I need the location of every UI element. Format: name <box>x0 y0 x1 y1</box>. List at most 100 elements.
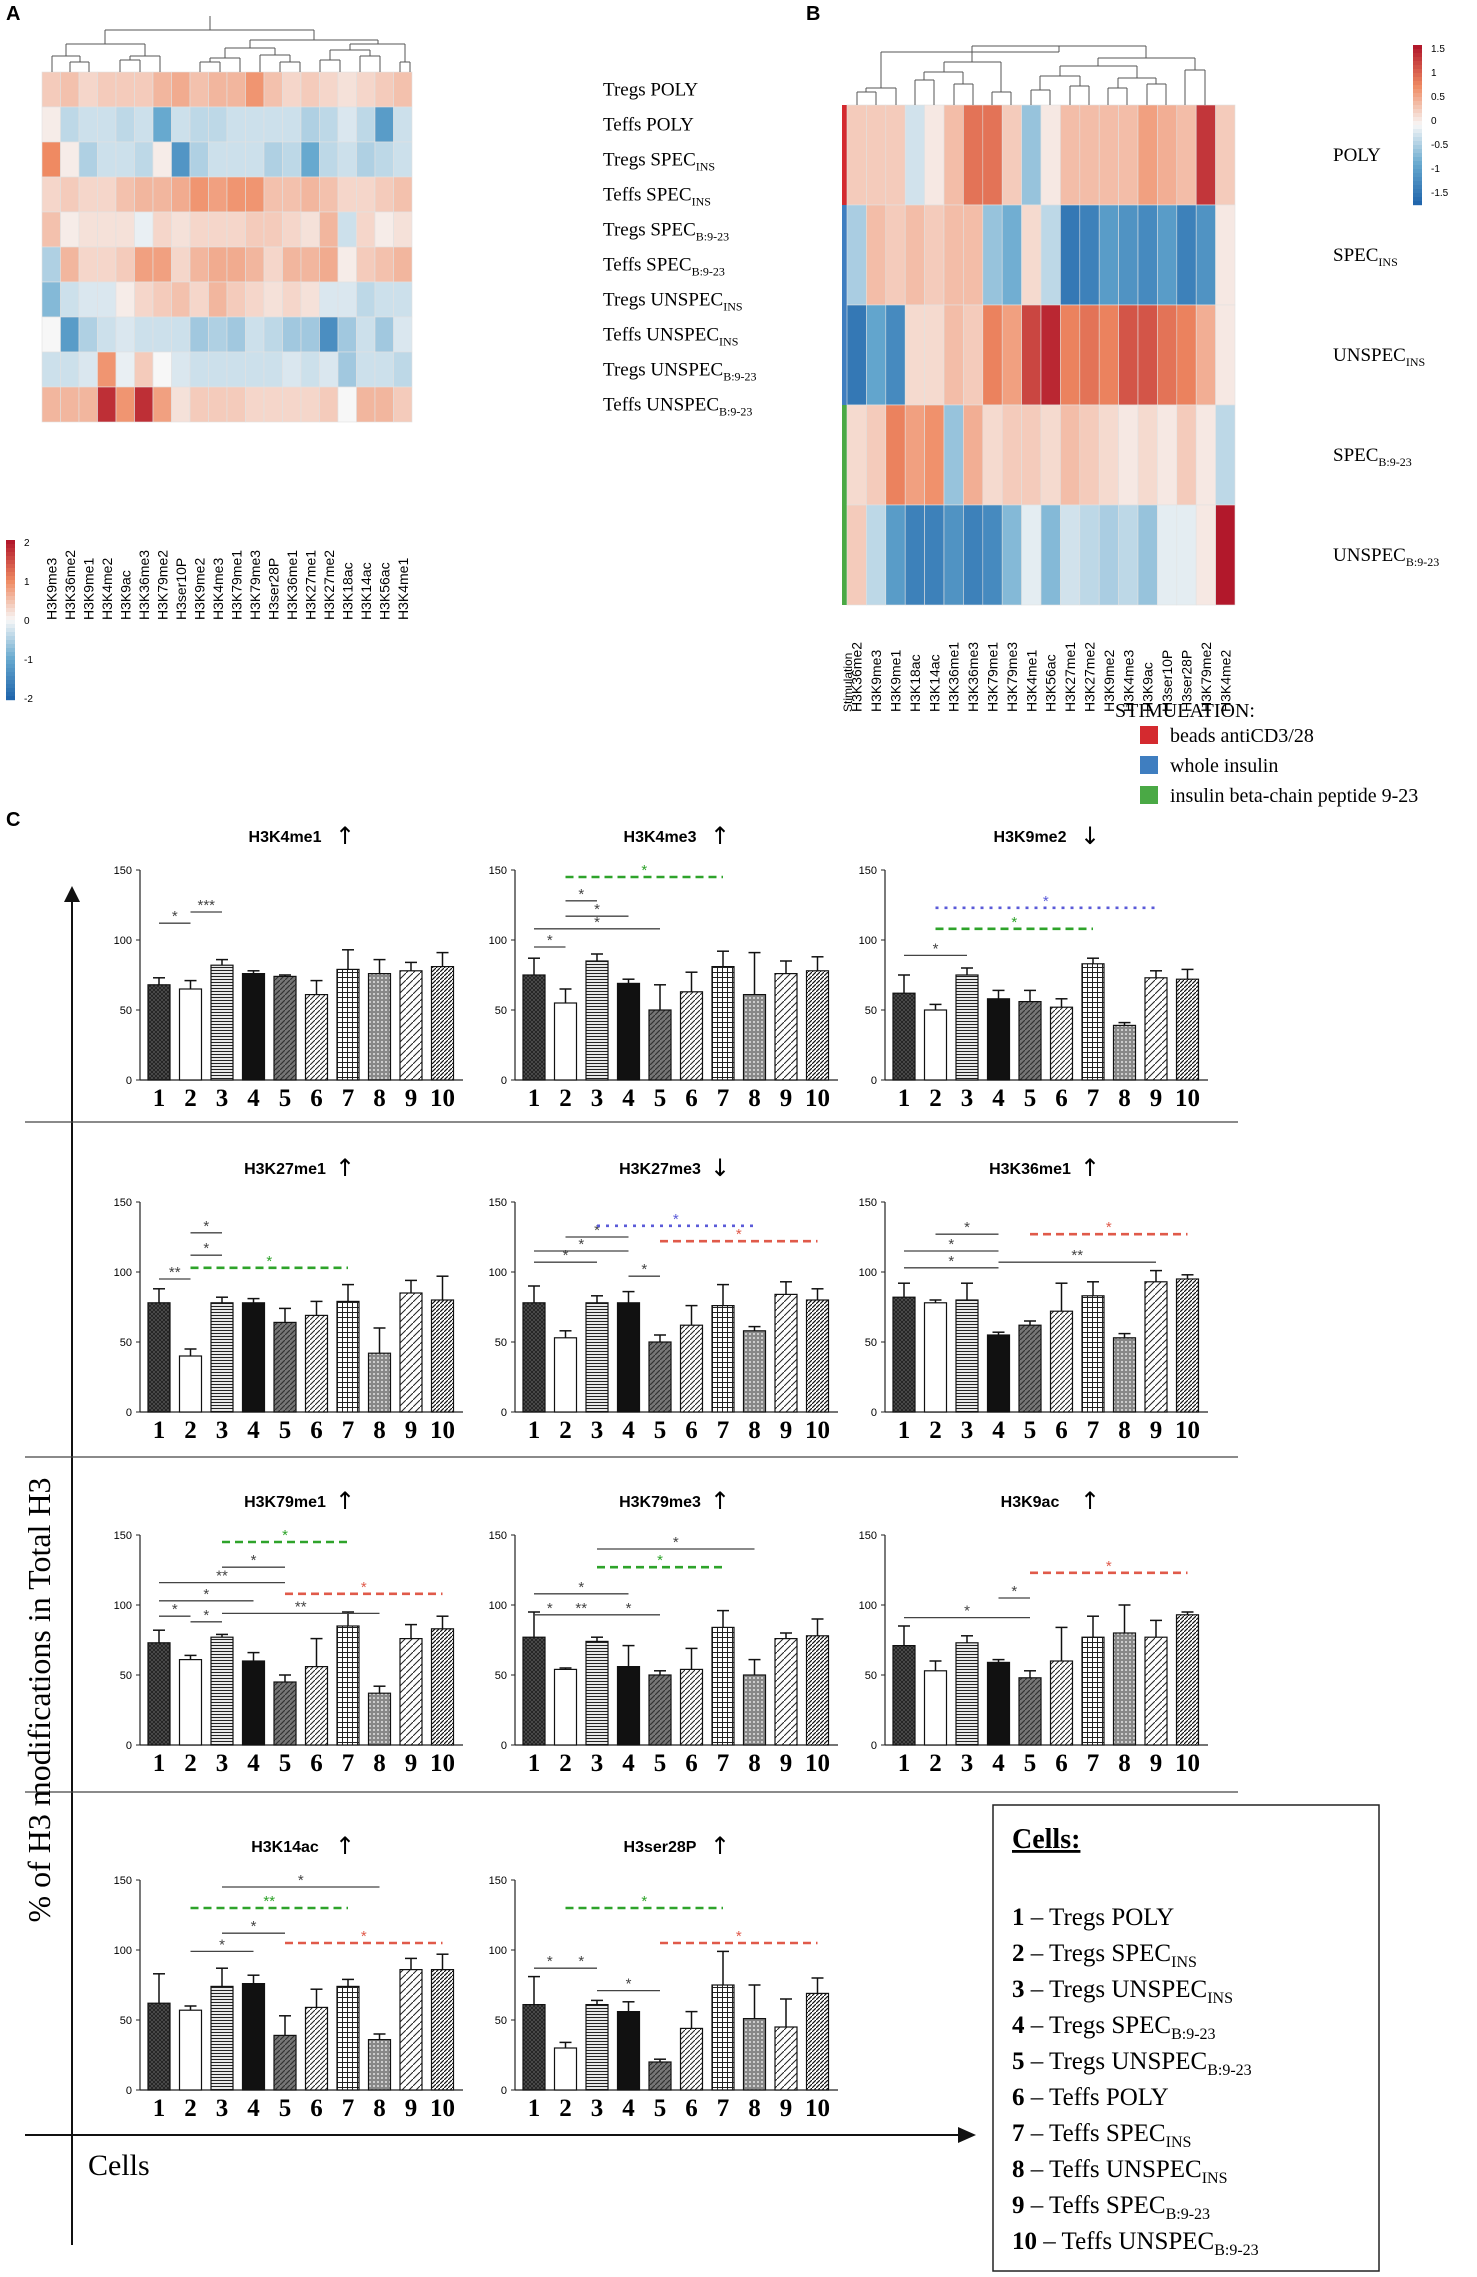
color-scale-step <box>1413 105 1422 110</box>
heatmap-a-cell <box>60 71 80 108</box>
significance-label: * <box>266 1253 272 1270</box>
heatmap-b-row-label: POLY <box>1333 145 1381 166</box>
heatmap-b-cell <box>1060 504 1081 606</box>
heatmap-b-col-label: H3K27me2 <box>1082 642 1098 712</box>
heatmap-b-cell <box>943 204 964 306</box>
significance-label: * <box>578 1579 584 1596</box>
subplot-y-tick-label: 0 <box>501 2085 507 2097</box>
category-label: 4 <box>247 1085 260 1112</box>
category-label: 9 <box>780 1085 793 1112</box>
color-scale-step <box>6 640 15 645</box>
category-label: 2 <box>184 1417 197 1444</box>
heatmap-a-cell <box>374 71 394 108</box>
bar <box>210 1985 234 2091</box>
color-scale-step <box>1413 157 1422 162</box>
category-label: 5 <box>279 2095 292 2122</box>
subplot-y-tick-label: 0 <box>501 1407 507 1419</box>
heatmap-a-cell <box>356 351 376 388</box>
heatmap-b-cell <box>1079 204 1100 306</box>
heatmap-b-cell <box>963 304 984 406</box>
y-axis-label: % of H3 modifications in Total H3 <box>21 1477 57 1922</box>
heatmap-a-cell <box>208 351 228 388</box>
bar-subplot: H3K27me3 ↓ 0 50 100 150 1 2 3 4 5 6 7 8 9 10 * * * * * * <box>489 1154 838 1444</box>
legend-swatch-red <box>1140 726 1158 744</box>
subplot-y-tick-label: 0 <box>126 1740 132 1752</box>
category-label: 3 <box>216 1085 229 1112</box>
significance-label: * <box>626 1600 632 1617</box>
bar <box>955 1642 979 1746</box>
color-scale-step <box>6 580 15 585</box>
legend-label-beads: beads antiCD3/28 <box>1170 725 1314 747</box>
category-label: 8 <box>373 1085 386 1112</box>
heatmap-a-cell <box>134 141 154 178</box>
subplot-title: H3K4me1 <box>249 829 322 846</box>
color-scale-step <box>1413 133 1422 138</box>
heatmap-a-cell <box>60 211 80 248</box>
category-label: 8 <box>373 1750 386 1777</box>
heatmap-a-cell <box>319 386 339 423</box>
significance-label: * <box>594 914 600 931</box>
heatmap-b-cell <box>963 404 984 506</box>
category-label: 6 <box>685 1750 698 1777</box>
heatmap-a-cell <box>189 141 209 178</box>
significance-label: * <box>673 1211 679 1228</box>
subplot-y-tick-label: 100 <box>489 1945 507 1957</box>
category-label: 7 <box>717 1417 730 1444</box>
color-scale-step <box>6 692 15 697</box>
heatmap-b-cell <box>924 504 945 606</box>
stimulation-annotation-cell <box>842 105 847 205</box>
category-label: 7 <box>342 1750 355 1777</box>
color-scale-step <box>6 668 15 673</box>
category-label: 1 <box>528 2095 541 2122</box>
heatmap-b-cell <box>1060 404 1081 506</box>
heatmap-a-cell <box>337 176 357 213</box>
heatmap-b-dendrogram <box>856 45 1206 105</box>
heatmap-a-cell <box>41 71 61 108</box>
significance-label: * <box>641 1261 647 1278</box>
bar <box>1112 1632 1137 1746</box>
color-scale-step <box>1413 189 1422 194</box>
heatmap-b-col-label: H3K56ac <box>1043 654 1059 712</box>
subplot-y-tick-label: 150 <box>859 865 877 877</box>
heatmap-b-cell <box>1060 304 1081 406</box>
panel-label-a: A <box>6 3 20 25</box>
legend-swatch-blue <box>1140 756 1158 774</box>
subplot-y-tick-label: 50 <box>865 1005 877 1017</box>
heatmap-a-cell <box>208 246 228 283</box>
heatmap-a-cell <box>374 106 394 143</box>
heatmap-b-cell <box>904 304 925 406</box>
bar <box>711 1984 735 2091</box>
bar <box>805 1635 830 1746</box>
heatmap-a-cell <box>319 351 339 388</box>
heatmap-b-cell <box>1137 404 1158 506</box>
heatmap-a-cell <box>189 176 209 213</box>
bar-subplot: H3ser28P ↑ 0 50 100 150 1 2 3 4 5 6 7 8 9 10 * * * * * <box>489 1832 838 2122</box>
heatmap-a-cell <box>263 141 283 178</box>
category-label: 1 <box>528 1417 541 1444</box>
heatmap-a-cell <box>393 316 413 353</box>
subplot-trend-arrow: ↑ <box>1080 1154 1100 1182</box>
color-scale-tick: 1 <box>24 577 30 588</box>
heatmap-b-cell <box>1098 204 1119 306</box>
subplot-y-tick-label: 150 <box>859 1197 877 1209</box>
color-scale-step <box>1413 45 1422 50</box>
bar <box>304 2006 329 2091</box>
bar <box>1144 1636 1168 1746</box>
heatmap-b-cell <box>885 204 906 306</box>
heatmap-a-cell <box>356 176 376 213</box>
category-label: 7 <box>1087 1750 1100 1777</box>
category-label: 7 <box>1087 1085 1100 1112</box>
heatmap-a-cell <box>300 141 320 178</box>
category-label: 9 <box>780 2095 793 2122</box>
heatmap-b-cell <box>982 304 1003 406</box>
color-scale-step <box>1413 193 1422 198</box>
color-scale-step <box>1413 69 1422 74</box>
significance-label: ** <box>1071 1247 1083 1264</box>
significance-label: * <box>282 1527 288 1544</box>
color-scale-tick: 1 <box>1431 68 1437 79</box>
heatmap-b-cell <box>982 204 1003 306</box>
heatmap-a-cell <box>152 106 172 143</box>
cells-legend-entry: 1 – Tregs POLY <box>1012 1904 1174 1931</box>
